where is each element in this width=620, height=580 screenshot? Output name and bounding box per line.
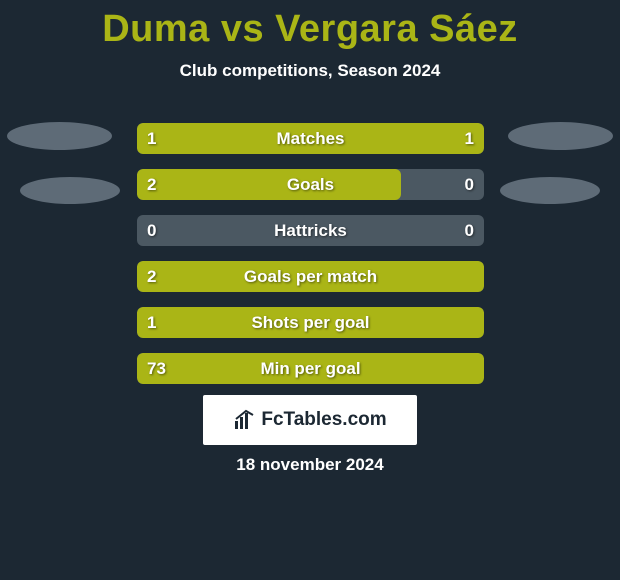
stat-row: 1Shots per goal <box>137 307 484 338</box>
stat-label: Goals <box>137 169 484 200</box>
stat-label: Matches <box>137 123 484 154</box>
stat-row: 2Goals per match <box>137 261 484 292</box>
stat-row: 00Hattricks <box>137 215 484 246</box>
page-title: Duma vs Vergara Sáez <box>0 0 620 51</box>
logo-box: FcTables.com <box>203 395 417 445</box>
stat-row: 20Goals <box>137 169 484 200</box>
subtitle: Club competitions, Season 2024 <box>0 61 620 81</box>
stat-row: 11Matches <box>137 123 484 154</box>
stat-row: 73Min per goal <box>137 353 484 384</box>
decor-ellipse <box>20 177 120 204</box>
decor-ellipse <box>7 122 112 150</box>
chart-icon <box>233 409 257 431</box>
stat-label: Min per goal <box>137 353 484 384</box>
decor-ellipse <box>508 122 613 150</box>
date-label: 18 november 2024 <box>0 455 620 475</box>
stat-label: Hattricks <box>137 215 484 246</box>
stat-label: Goals per match <box>137 261 484 292</box>
decor-ellipse <box>500 177 600 204</box>
logo-text: FcTables.com <box>261 409 386 431</box>
stats-container: 11Matches 20Goals 00Hattricks 2Goals per ma… <box>137 123 484 399</box>
stat-label: Shots per goal <box>137 307 484 338</box>
